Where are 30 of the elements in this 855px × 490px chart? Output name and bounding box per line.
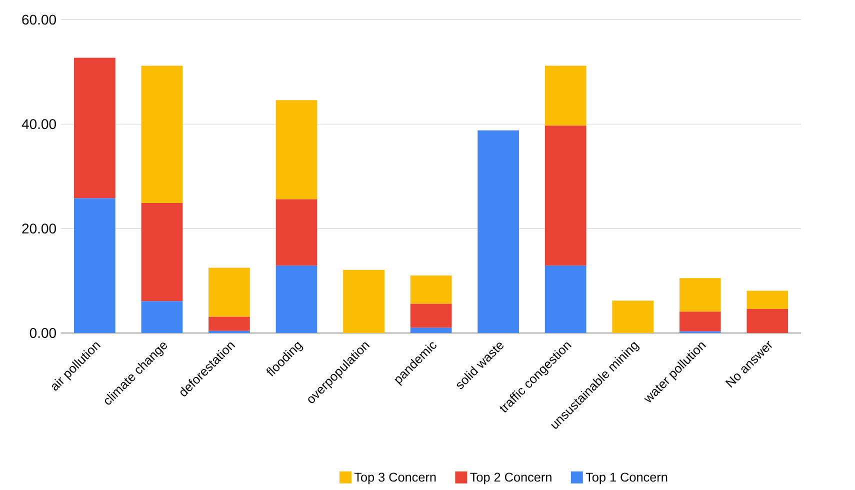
bar xyxy=(679,312,721,332)
bar xyxy=(478,130,519,333)
bar xyxy=(208,316,250,331)
bar xyxy=(544,126,586,266)
bar xyxy=(746,308,788,333)
bar xyxy=(544,66,586,126)
y-tick-label: 60.00 xyxy=(22,14,56,25)
legend-label: Top 3 Concern xyxy=(354,472,436,484)
bar xyxy=(410,304,452,328)
y-tick-label: 0.00 xyxy=(30,328,56,338)
bar xyxy=(74,198,116,333)
bar xyxy=(679,278,721,312)
bar xyxy=(74,58,116,198)
bar xyxy=(343,270,384,333)
bar xyxy=(208,268,250,317)
bar xyxy=(612,300,654,333)
y-tick-label: 20.00 xyxy=(22,224,56,234)
bar xyxy=(141,202,183,302)
bar xyxy=(544,266,586,333)
bar xyxy=(141,301,183,333)
bar xyxy=(276,100,318,200)
legend-label: Top 1 Concern xyxy=(586,472,668,484)
bar xyxy=(276,199,318,266)
legend-label: Top 2 Concern xyxy=(470,472,552,484)
bar xyxy=(410,276,452,304)
bar xyxy=(410,328,452,333)
bar xyxy=(746,290,788,309)
bar xyxy=(276,266,318,333)
bar xyxy=(141,66,183,203)
y-tick-label: 40.00 xyxy=(22,119,56,130)
